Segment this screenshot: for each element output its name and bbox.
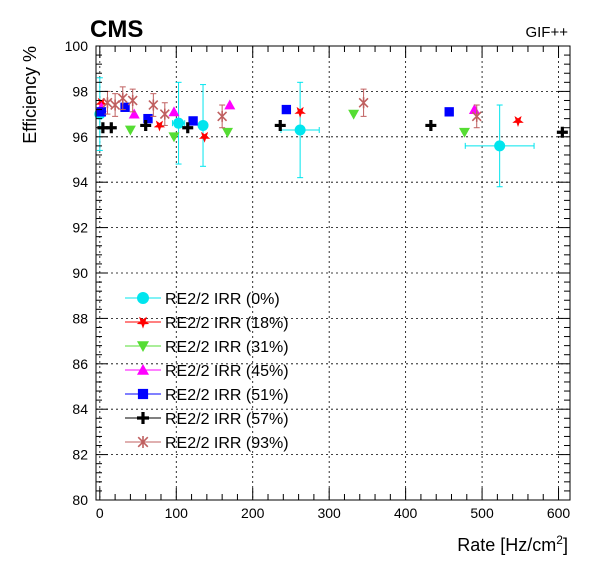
data-point <box>168 106 180 117</box>
data-point <box>128 108 140 119</box>
data-point <box>159 108 170 120</box>
data-point <box>148 99 159 111</box>
x-tick-label: 500 <box>470 505 494 521</box>
data-point <box>281 104 292 115</box>
legend-item: RE2/2 IRR (0%) <box>125 291 280 308</box>
data-point <box>102 97 113 109</box>
data-point <box>458 127 470 138</box>
legend-label: RE2/2 IRR (31%) <box>165 339 289 356</box>
legend-item: RE2/2 IRR (51%) <box>125 387 289 404</box>
axis-ticks: 0 100 200 300 400 500 600 80 82 84 86 88 90 92 94 96 98 1… <box>65 38 571 521</box>
data-point <box>124 125 136 136</box>
grid <box>96 45 570 501</box>
legend-label: RE2/2 IRR (45%) <box>165 363 289 380</box>
data-point <box>274 119 286 131</box>
x-tick-label: 300 <box>317 505 341 521</box>
y-tick-label: 86 <box>72 356 88 372</box>
data-point <box>294 106 306 118</box>
legend-item: RE2/2 IRR (93%) <box>125 435 289 452</box>
data-point <box>105 122 117 134</box>
data-point <box>294 124 306 136</box>
legend-marker <box>136 316 150 329</box>
data-point <box>153 120 166 132</box>
data-point <box>217 110 228 122</box>
legend-marker <box>137 292 149 304</box>
series-2 <box>124 109 470 143</box>
y-tick-label: 90 <box>72 265 88 281</box>
legend-item: RE2/2 IRR (57%) <box>125 411 289 428</box>
y-tick-label: 88 <box>72 310 88 326</box>
data-point <box>198 131 211 143</box>
y-axis-label: Efficiency % <box>20 46 40 144</box>
cms-label: CMS <box>90 16 143 43</box>
x-tick-label: 200 <box>241 505 265 521</box>
data-point <box>197 119 209 131</box>
data-point <box>494 140 506 152</box>
x-tick-label: 600 <box>547 505 571 521</box>
data-point <box>127 94 138 106</box>
legend-marker <box>137 364 149 375</box>
y-tick-label: 94 <box>72 174 88 190</box>
data-point <box>117 92 128 104</box>
legend-marker <box>137 412 149 424</box>
data-point <box>120 102 130 112</box>
data-point <box>143 113 153 124</box>
legend-label: RE2/2 IRR (51%) <box>165 387 289 404</box>
data-point <box>512 116 524 127</box>
data-point <box>140 119 152 131</box>
y-tick-label: 84 <box>72 401 88 417</box>
data-point <box>471 110 482 122</box>
x-tick-label: 400 <box>394 505 418 521</box>
data-point <box>358 97 369 109</box>
data-point <box>173 117 185 129</box>
data-point <box>468 104 480 114</box>
data-point <box>556 126 568 138</box>
y-tick-label: 100 <box>65 38 89 54</box>
legend-item: RE2/2 IRR (31%) <box>125 339 289 356</box>
legend: RE2/2 IRR (0%) RE2/2 IRR (18%) RE2/2 IRR (… <box>125 291 289 452</box>
legend-item: RE2/2 IRR (45%) <box>125 363 289 380</box>
legend-label: RE2/2 IRR (57%) <box>165 411 289 428</box>
data-markers <box>94 77 568 188</box>
data-point <box>348 109 360 120</box>
legend-marker <box>137 388 149 400</box>
data-point <box>224 99 236 110</box>
x-tick-label: 0 <box>96 505 104 521</box>
y-tick-label: 96 <box>72 129 88 145</box>
legend-marker <box>137 436 149 448</box>
data-point <box>221 127 233 138</box>
data-point <box>110 99 121 111</box>
data-point <box>168 132 180 143</box>
series-4 <box>96 102 454 126</box>
series-0 <box>94 77 535 188</box>
y-tick-label: 92 <box>72 220 88 236</box>
series-5 <box>97 119 568 138</box>
x-axis-label: Rate [Hz/cm2] <box>457 533 568 555</box>
y-tick-label: 80 <box>72 492 88 508</box>
legend-label: RE2/2 IRR (18%) <box>165 315 289 332</box>
legend-label: RE2/2 IRR (93%) <box>165 435 289 452</box>
legend-label: RE2/2 IRR (0%) <box>165 291 280 308</box>
data-point <box>96 107 107 117</box>
y-tick-label: 98 <box>72 83 88 99</box>
legend-marker <box>137 341 149 352</box>
data-point <box>425 119 437 131</box>
x-tick-label: 100 <box>165 505 189 521</box>
legend-item: RE2/2 IRR (18%) <box>125 315 289 332</box>
facility-label: GIF++ <box>525 24 568 41</box>
series-1 <box>95 97 524 143</box>
data-point <box>182 122 194 134</box>
data-point <box>188 116 198 126</box>
series-6 <box>102 86 482 129</box>
data-point <box>444 107 454 117</box>
y-tick-label: 82 <box>72 447 88 463</box>
